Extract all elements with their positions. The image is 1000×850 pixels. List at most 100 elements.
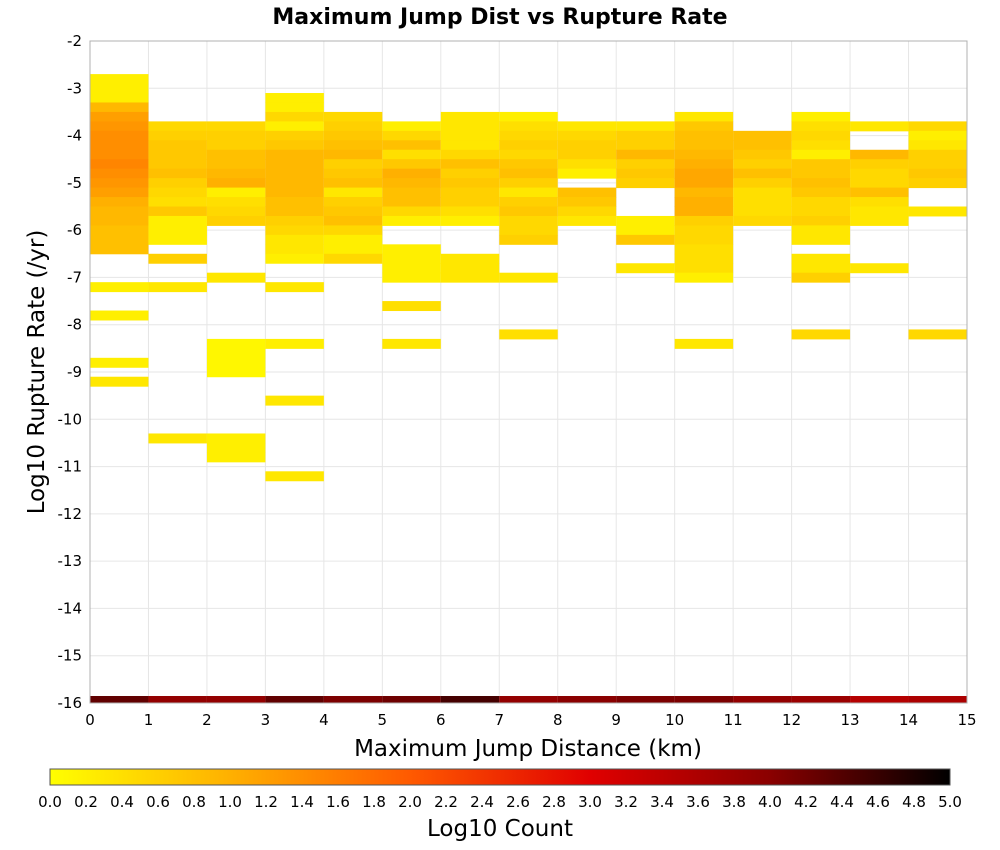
heatmap-floor-cell bbox=[674, 696, 734, 703]
heatmap-cell bbox=[908, 130, 967, 141]
heatmap-cell bbox=[148, 197, 207, 207]
heatmap-cell bbox=[206, 187, 266, 198]
x-tick-label: 3 bbox=[261, 711, 271, 729]
heatmap-cell bbox=[148, 234, 207, 245]
colorbar-tick-label: 2.0 bbox=[398, 793, 422, 811]
heatmap-cell bbox=[148, 140, 207, 151]
heatmap-cell bbox=[90, 282, 149, 293]
heatmap-cell bbox=[791, 234, 851, 245]
heatmap-cell bbox=[674, 178, 734, 189]
colorbar-tick-label: 1.4 bbox=[290, 793, 314, 811]
plot-area bbox=[89, 40, 968, 704]
heatmap-cell bbox=[90, 206, 149, 217]
colorbar-tick-label: 3.6 bbox=[686, 793, 710, 811]
heatmap-cell bbox=[323, 130, 383, 141]
y-tick-label: -15 bbox=[58, 647, 83, 665]
heatmap-cell bbox=[323, 197, 383, 207]
heatmap-cell bbox=[323, 215, 383, 226]
heatmap-cell bbox=[265, 395, 324, 406]
heatmap-cell bbox=[90, 376, 149, 387]
x-tick-label: 6 bbox=[436, 711, 446, 729]
heatmap-cell bbox=[206, 348, 266, 359]
heatmap-cell bbox=[791, 130, 851, 141]
heatmap-cell bbox=[557, 121, 617, 132]
heatmap-cell bbox=[616, 263, 675, 274]
heatmap-cell bbox=[674, 234, 734, 245]
heatmap-cell bbox=[499, 187, 558, 198]
colorbar-tick-label: 4.0 bbox=[758, 793, 782, 811]
heatmap-cell bbox=[90, 149, 149, 160]
heatmap-cell bbox=[791, 149, 851, 160]
heatmap-cell bbox=[791, 178, 851, 189]
heatmap-cell bbox=[791, 197, 851, 207]
heatmap-cell bbox=[148, 168, 207, 179]
heatmap-cell bbox=[616, 130, 675, 141]
heatmap-cell bbox=[440, 253, 500, 264]
heatmap-cell bbox=[148, 121, 207, 132]
heatmap-cell bbox=[323, 111, 383, 122]
heatmap-cell bbox=[382, 206, 441, 217]
heatmap-cell bbox=[440, 215, 500, 226]
heatmap-cell bbox=[674, 225, 734, 236]
heatmap-cell bbox=[206, 433, 266, 444]
heatmap-cells bbox=[90, 74, 967, 703]
heatmap-cell bbox=[616, 140, 675, 151]
heatmap-cell bbox=[265, 225, 324, 236]
x-tick-label: 2 bbox=[202, 711, 212, 729]
heatmap-cell bbox=[90, 93, 149, 103]
colorbar-tick-label: 0.6 bbox=[146, 793, 170, 811]
heatmap-cell bbox=[382, 168, 441, 179]
heatmap-cell bbox=[440, 149, 500, 160]
heatmap-cell bbox=[674, 215, 734, 226]
x-axis-label: Maximum Jump Distance (km) bbox=[354, 736, 702, 762]
heatmap-cell bbox=[206, 206, 266, 217]
heatmap-cell bbox=[499, 149, 558, 160]
heatmap-cell bbox=[265, 471, 324, 482]
heatmap-cell bbox=[791, 121, 851, 132]
heatmap-cell bbox=[499, 130, 558, 141]
heatmap-cell bbox=[733, 197, 792, 207]
heatmap-cell bbox=[557, 159, 617, 170]
heatmap-cell bbox=[382, 197, 441, 207]
chart-title: Maximum Jump Dist vs Rupture Rate bbox=[272, 5, 727, 30]
heatmap-cell bbox=[265, 93, 324, 103]
heatmap-cell bbox=[791, 111, 851, 122]
heatmap-cell bbox=[733, 215, 792, 226]
colorbar-tick-label: 2.2 bbox=[434, 793, 458, 811]
heatmap-cell bbox=[499, 168, 558, 179]
heatmap-cell bbox=[206, 140, 266, 151]
heatmap-cell bbox=[382, 130, 441, 141]
heatmap-cell bbox=[265, 215, 324, 226]
heatmap-cell bbox=[674, 206, 734, 217]
heatmap-cell bbox=[733, 206, 792, 217]
heatmap-cell bbox=[791, 263, 851, 274]
heatmap-cell bbox=[265, 168, 324, 179]
heatmap-cell bbox=[148, 178, 207, 189]
heatmap-floor-cell bbox=[265, 696, 324, 703]
colorbar-tick-label: 0.2 bbox=[74, 793, 98, 811]
heatmap-cell bbox=[206, 272, 266, 283]
heatmap-cell bbox=[90, 310, 149, 321]
heatmap-cell bbox=[674, 244, 734, 255]
x-tick-label: 1 bbox=[144, 711, 154, 729]
colorbar-tick-label: 1.0 bbox=[218, 793, 242, 811]
heatmap-floor-cell bbox=[90, 696, 149, 703]
heatmap-cell bbox=[908, 178, 967, 189]
heatmap-cell bbox=[206, 338, 266, 349]
heatmap-cell bbox=[90, 130, 149, 141]
heatmap-cell bbox=[674, 253, 734, 264]
heatmap-floor-cell bbox=[908, 696, 967, 703]
heatmap-cell bbox=[90, 74, 149, 85]
x-tick-label: 14 bbox=[899, 711, 918, 729]
heatmap-cell bbox=[557, 215, 617, 226]
heatmap-cell bbox=[850, 159, 909, 170]
heatmap-cell bbox=[265, 121, 324, 132]
heatmap-cell bbox=[674, 272, 734, 283]
heatmap-cell bbox=[499, 272, 558, 283]
heatmap-cell bbox=[265, 102, 324, 113]
heatmap-cell bbox=[148, 215, 207, 226]
heatmap-cell bbox=[791, 140, 851, 151]
heatmap-cell bbox=[499, 329, 558, 340]
heatmap-cell bbox=[557, 130, 617, 141]
heatmap-cell bbox=[674, 159, 734, 170]
